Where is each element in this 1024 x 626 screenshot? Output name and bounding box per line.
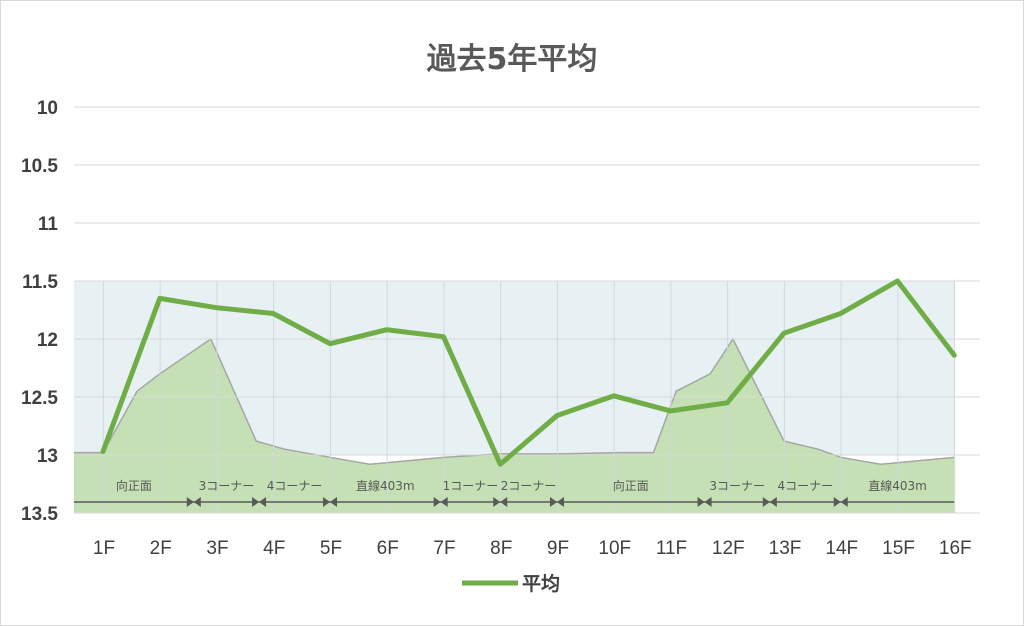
x-tick-label: 8F xyxy=(490,538,512,559)
y-tick-label: 13 xyxy=(37,446,58,467)
x-tick-label: 5F xyxy=(320,538,342,559)
segment-label: 3コーナー xyxy=(199,479,255,493)
segment-label: 4コーナー xyxy=(777,479,833,493)
x-tick-label: 16F xyxy=(939,538,972,559)
segment-arrow xyxy=(769,497,777,507)
y-tick-label: 12.5 xyxy=(21,388,58,409)
x-tick-label: 2F xyxy=(150,538,172,559)
x-tick-label: 6F xyxy=(377,538,399,559)
segment-arrow xyxy=(557,497,564,507)
x-tick-label: 1F xyxy=(93,538,115,559)
segment-label: 向正面 xyxy=(116,478,152,493)
series-line-heikin xyxy=(100,278,957,467)
segment-arrow xyxy=(493,497,501,507)
course-profile-area xyxy=(74,339,955,513)
segment-arrow xyxy=(330,497,337,507)
x-tick-label: 10F xyxy=(598,538,631,559)
segment-arrow xyxy=(433,497,441,507)
x-tick-label: 3F xyxy=(206,538,228,559)
x-tick-label: 7F xyxy=(433,538,455,559)
segment-label: 1コーナー xyxy=(443,479,499,493)
x-tick-label: 15F xyxy=(882,538,915,559)
chart-title: 過去5年平均 xyxy=(426,42,598,77)
y-tick-label: 11.5 xyxy=(22,272,58,293)
x-tick-label: 11F xyxy=(656,538,687,559)
segment-arrow xyxy=(697,497,705,507)
segment-arrow xyxy=(186,497,194,507)
x-tick-label: 12F xyxy=(712,538,745,559)
segment-label: 4コーナー xyxy=(267,479,323,493)
segment-arrow xyxy=(323,497,330,507)
x-tick-label: 13F xyxy=(769,538,802,559)
segment-arrow xyxy=(193,497,201,507)
segment-arrow xyxy=(762,497,770,507)
y-tick-label: 12 xyxy=(37,330,58,351)
x-tick-label: 14F xyxy=(825,538,858,559)
y-tick-label: 10 xyxy=(37,98,58,119)
x-tick-label: 9F xyxy=(547,538,569,559)
segment-label: 2コーナー xyxy=(501,479,557,493)
segment-label: 向正面 xyxy=(613,478,649,493)
segment-label: 3コーナー xyxy=(709,479,765,493)
y-tick-label: 11 xyxy=(38,214,59,235)
segment-arrow xyxy=(252,497,260,507)
legend-label: 平均 xyxy=(522,572,560,595)
segment-arrow xyxy=(259,497,267,507)
course-profile-outline xyxy=(74,337,955,466)
segment-arrow xyxy=(840,497,848,507)
segment-arrow xyxy=(704,497,712,507)
segment-label: 直線403m xyxy=(356,478,415,493)
y-tick-label: 10.5 xyxy=(21,156,58,177)
segment-arrow xyxy=(550,497,557,507)
segment-arrow xyxy=(440,497,448,507)
y-tick-label: 13.5 xyxy=(21,504,58,525)
segment-arrow xyxy=(833,497,841,507)
x-tick-label: 4F xyxy=(263,538,285,559)
segment-arrow xyxy=(500,497,508,507)
segment-label: 直線403m xyxy=(868,478,927,493)
